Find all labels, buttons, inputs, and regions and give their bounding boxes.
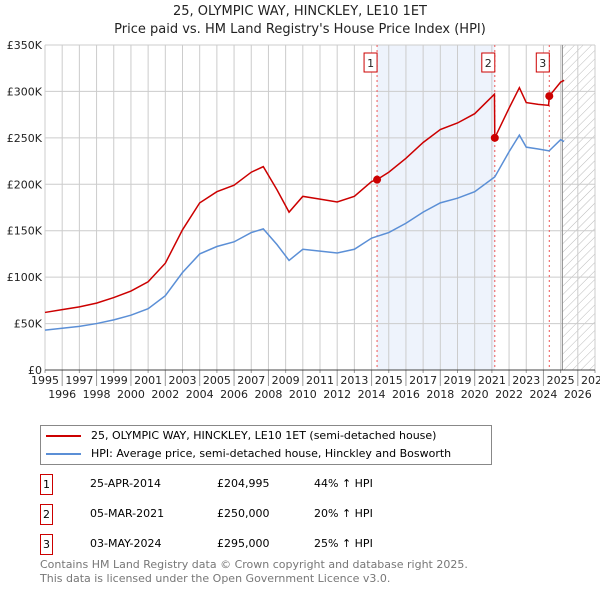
y-tick-label: £100K <box>7 271 43 284</box>
x-tick-label: 1996 <box>48 388 76 401</box>
x-tick-label: 2022 <box>495 388 523 401</box>
x-tick-label: 2025 <box>547 374 575 387</box>
x-tick-label: 1999 <box>100 374 128 387</box>
y-tick-label: £300K <box>7 85 43 98</box>
sale-label: 2 <box>485 57 492 70</box>
transaction-row: 2 05-MAR-2021 £250,000 20% ↑ HPI <box>40 504 440 525</box>
x-tick-label: 2004 <box>186 388 214 401</box>
footer-line2: This data is licensed under the Open Gov… <box>40 572 391 585</box>
transaction-marker: 2 <box>40 504 53 525</box>
hpi-line <box>44 133 565 331</box>
transaction-row: 1 25-APR-2014 £204,995 44% ↑ HPI <box>40 474 440 495</box>
sale-label-box <box>535 52 550 73</box>
sale-point <box>490 133 499 142</box>
x-tick-label: 2003 <box>169 374 197 387</box>
sale-label: 1 <box>367 57 374 70</box>
legend-item-property: 25, OLYMPIC WAY, HINCKLEY, LE10 1ET (sem… <box>41 427 436 444</box>
sale-label-box <box>481 52 496 73</box>
legend-item-hpi: HPI: Average price, semi-detached house,… <box>41 445 451 462</box>
x-tick-label: 2019 <box>444 374 472 387</box>
y-tick-label: £150K <box>7 225 43 238</box>
x-tick-label: 2009 <box>272 374 300 387</box>
x-tick-label: 2013 <box>340 374 368 387</box>
transaction-price: £204,995 <box>217 477 270 490</box>
x-tick-label: 2023 <box>512 374 540 387</box>
footer-line1: Contains HM Land Registry data © Crown c… <box>40 558 468 571</box>
x-tick-label: 2016 <box>392 388 420 401</box>
x-tick-label: 2011 <box>306 374 334 387</box>
x-tick-label: 2021 <box>478 374 506 387</box>
x-tick-label: 2000 <box>117 388 145 401</box>
y-tick-label: £350K <box>7 39 43 52</box>
transaction-row: 3 03-MAY-2024 £295,000 25% ↑ HPI <box>40 534 440 555</box>
x-tick-label: 2012 <box>323 388 351 401</box>
forecast-hatch <box>562 45 595 370</box>
x-tick-label: 2002 <box>151 388 179 401</box>
x-tick-label: 2026 <box>564 388 592 401</box>
footer: Contains HM Land Registry data © Crown c… <box>40 558 468 586</box>
transaction-date: 25-APR-2014 <box>90 477 162 490</box>
transaction-marker: 3 <box>40 534 53 555</box>
property-price-line <box>44 79 565 314</box>
x-tick-label: 2008 <box>254 388 282 401</box>
x-tick-label: 2017 <box>409 374 437 387</box>
x-tick-label: 2006 <box>220 388 248 401</box>
transaction-hpi: 25% ↑ HPI <box>314 537 373 550</box>
x-tick-label: 2027 <box>581 374 600 387</box>
x-tick-label: 1998 <box>83 388 111 401</box>
sale-point <box>545 92 554 101</box>
transaction-price: £295,000 <box>217 537 270 550</box>
x-tick-label: 2010 <box>289 388 317 401</box>
legend-label: 25, OLYMPIC WAY, HINCKLEY, LE10 1ET (sem… <box>91 429 437 442</box>
legend-label: HPI: Average price, semi-detached house,… <box>91 447 452 460</box>
x-tick-label: 2020 <box>461 388 489 401</box>
x-tick-label: 2015 <box>375 374 403 387</box>
y-tick-label: £250K <box>7 132 43 145</box>
transaction-date: 03-MAY-2024 <box>90 537 162 550</box>
transaction-hpi: 44% ↑ HPI <box>314 477 373 490</box>
transaction-hpi: 20% ↑ HPI <box>314 507 373 520</box>
y-tick-label: £200K <box>7 178 43 191</box>
x-tick-label: 2014 <box>358 388 386 401</box>
x-tick-label: 1995 <box>31 374 59 387</box>
y-tick-label: £50K <box>14 318 43 331</box>
x-tick-label: 2018 <box>426 388 454 401</box>
legend: 25, OLYMPIC WAY, HINCKLEY, LE10 1ET (sem… <box>40 425 492 465</box>
sale-label-box <box>363 52 378 73</box>
transaction-marker: 1 <box>40 474 53 495</box>
price-chart: 1995199619971998199920002001200220032004… <box>7 39 600 401</box>
x-tick-label: 2005 <box>203 374 231 387</box>
sale-point <box>373 175 382 184</box>
x-tick-label: 1997 <box>65 374 93 387</box>
transaction-date: 05-MAR-2021 <box>90 507 165 520</box>
sold-period-shade <box>377 45 495 370</box>
chart-title: 25, OLYMPIC WAY, HINCKLEY, LE10 1ET <box>173 4 427 19</box>
x-tick-label: 2007 <box>237 374 265 387</box>
sale-label: 3 <box>539 57 546 70</box>
chart-subtitle: Price paid vs. HM Land Registry's House … <box>114 22 486 37</box>
x-tick-label: 2001 <box>134 374 162 387</box>
x-tick-label: 2024 <box>529 388 557 401</box>
y-tick-label: £0 <box>28 364 42 377</box>
transaction-price: £250,000 <box>217 507 270 520</box>
